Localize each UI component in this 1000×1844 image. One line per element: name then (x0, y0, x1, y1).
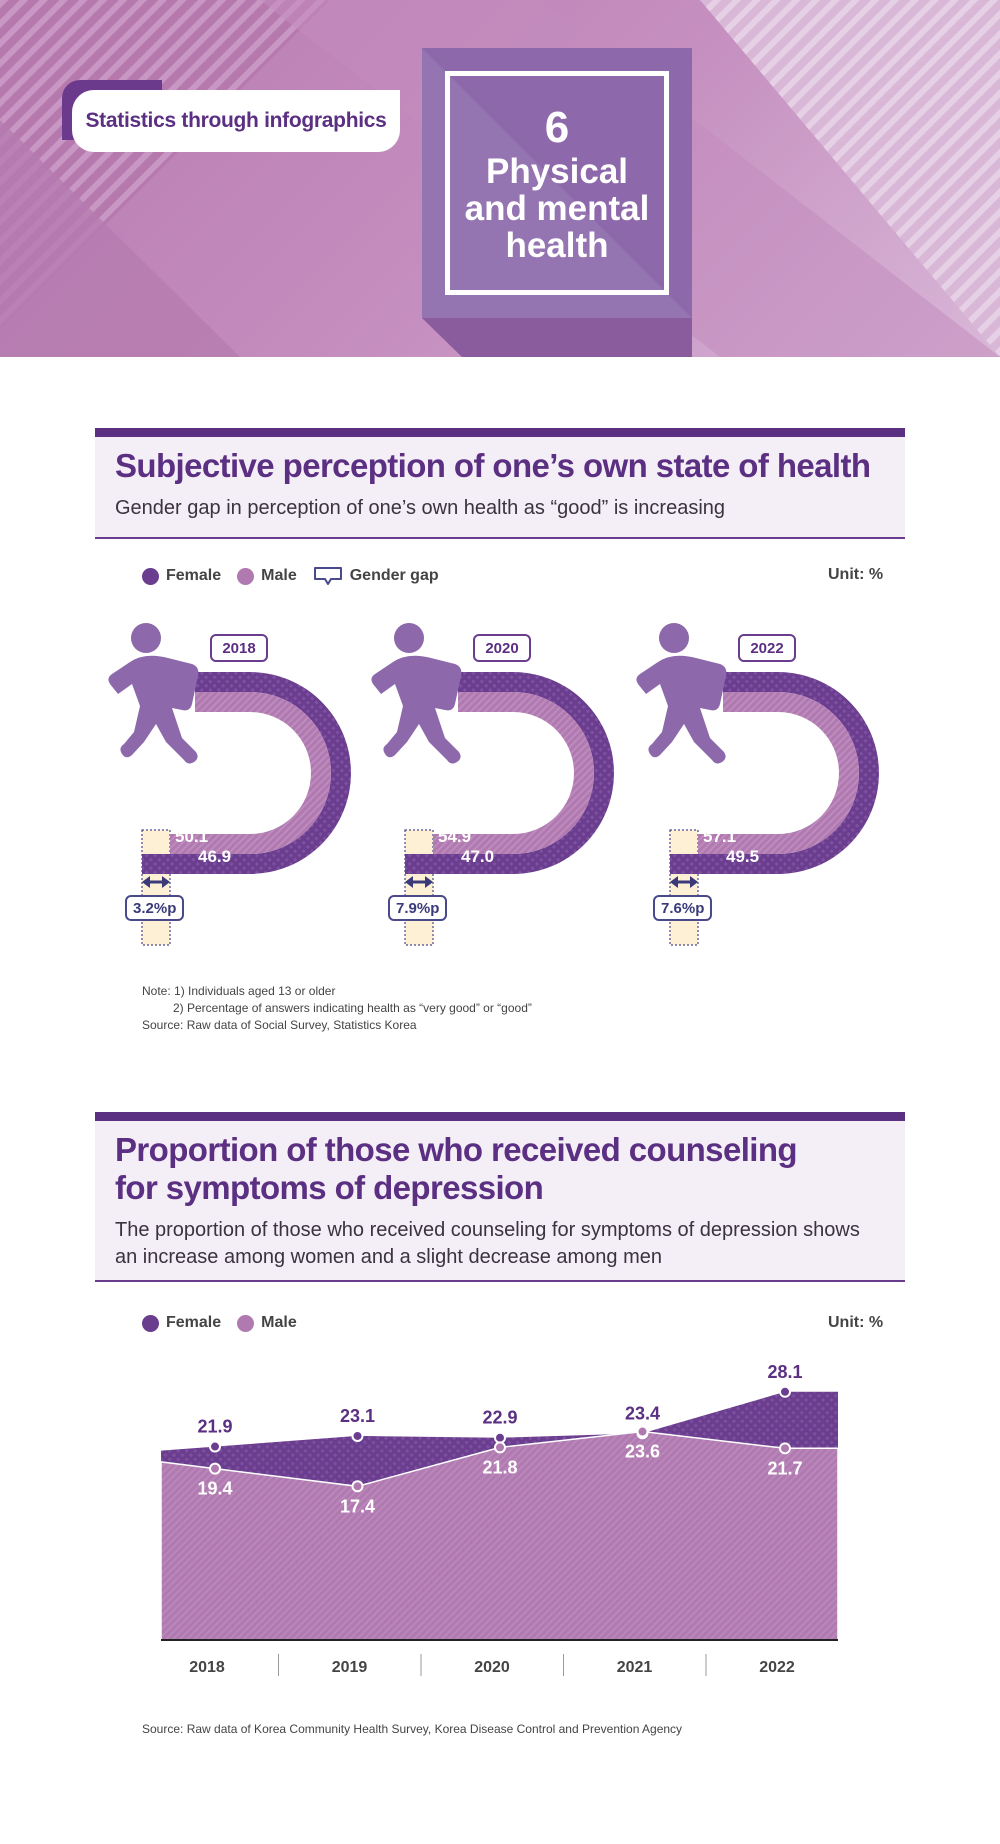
gender-gap-label: 7.6%p (653, 895, 713, 921)
female-data-label: 22.9 (482, 1408, 517, 1428)
depression-area-chart: 2018 2019 2020 2021 2022 21.9 23.1 22.9 23.4 28.1… (160, 1362, 839, 1676)
female-data-label: 21.9 (197, 1417, 232, 1437)
note-line-2: 2) Percentage of answers indicating heal… (173, 1001, 532, 1015)
female-data-label: 23.4 (625, 1403, 660, 1423)
x-tick-label: 2019 (332, 1659, 368, 1676)
female-data-label: 23.1 (340, 1406, 375, 1426)
section1-unit: Unit: % (828, 566, 884, 583)
male-data-label: 21.7 (767, 1458, 802, 1478)
year-label: 2020 (473, 634, 531, 662)
section1-title: Subjective perception of one’s own state… (115, 447, 871, 484)
x-tick-label: 2021 (617, 1659, 653, 1676)
male-point (209, 1462, 221, 1475)
legend-male: Male (237, 567, 297, 585)
female-swatch-icon (142, 1314, 159, 1332)
male-point (351, 1480, 364, 1493)
legend2-female: Female (142, 1314, 221, 1332)
male-point (494, 1441, 506, 1454)
gender-gap-band (141, 829, 171, 946)
female-point (351, 1429, 364, 1442)
gender-gap-band (669, 829, 699, 946)
male-bar-end (170, 834, 252, 854)
section2-source: Source: Raw data of Korea Community Heal… (142, 1722, 683, 1736)
gender-gap-label: 7.9%p (388, 895, 448, 921)
x-tick-label: 2022 (759, 1659, 795, 1676)
male-data-label: 23.6 (625, 1442, 660, 1462)
chapter-title: 6 Physical and mental health (445, 71, 669, 295)
title-box-shadow (422, 318, 692, 357)
female-data-label: 28.1 (767, 1362, 802, 1382)
female-value-label: 54.9 (438, 827, 472, 846)
header-banner: Statistics through infographics 6 Physic… (0, 0, 1000, 357)
female-bar-end (142, 854, 252, 874)
gauge-2018: 2018 50.1 46.9 3.2%p (100, 620, 360, 950)
gender-gap-label: 3.2%p (125, 895, 185, 921)
section2-header: Proportion of those who received counsel… (95, 1112, 905, 1282)
female-point (779, 1385, 791, 1398)
gender-gap-band (404, 829, 434, 946)
legend-gap: Gender gap (313, 566, 439, 586)
infographic-tag: Statistics through infographics (62, 80, 400, 152)
year-label: 2018 (210, 634, 268, 662)
chapter-number: 6 (544, 102, 570, 152)
male-point (636, 1425, 649, 1438)
female-point (494, 1431, 506, 1444)
male-data-label: 21.8 (482, 1457, 517, 1477)
male-value-label: 49.5 (726, 847, 760, 866)
male-point (779, 1442, 791, 1455)
male-swatch-icon (237, 1314, 255, 1332)
infographic-tag-label: Statistics through infographics (72, 90, 400, 152)
female-bar-end (670, 854, 780, 874)
note-line-1: Note: 1) Individuals aged 13 or older (142, 984, 336, 998)
source-line: Source: Raw data of Social Survey, Stati… (142, 1018, 417, 1032)
female-value-label: 57.1 (703, 827, 737, 846)
chapter-title-text: Physical and mental health (464, 151, 650, 265)
section1-legend: Female Male Gender gap (142, 566, 455, 586)
section2-subtitle: The proportion of those who received cou… (115, 1219, 860, 1268)
section1-subtitle: Gender gap in perception of one’s own he… (115, 497, 726, 519)
section1-notes: Note: 1) Individuals aged 13 or older 2)… (142, 983, 532, 1034)
section2-unit: Unit: % (828, 1314, 884, 1331)
legend-female: Female (142, 567, 221, 585)
double-arrow-icon (142, 876, 170, 888)
male-bar-end (698, 834, 780, 854)
running-person-icon (636, 623, 727, 764)
running-person-icon (371, 623, 462, 764)
male-value-label: 46.9 (198, 847, 232, 866)
x-tick-label: 2020 (474, 1659, 510, 1676)
double-arrow-icon (670, 876, 698, 888)
section1-header: Subjective perception of one’s own state… (95, 428, 905, 539)
male-value-label: 47.0 (461, 847, 495, 866)
female-point (209, 1440, 221, 1453)
x-tick-label: 2018 (189, 1659, 225, 1676)
female-bar-end (405, 854, 515, 874)
legend2-male: Male (237, 1314, 297, 1332)
gauge-2022: 2022 57.1 49.5 7.6%p (628, 620, 888, 950)
female-value-label: 50.1 (175, 827, 209, 846)
title-box (422, 48, 692, 318)
male-swatch-icon (237, 567, 255, 585)
male-data-label: 17.4 (340, 1496, 375, 1516)
year-label: 2022 (738, 634, 796, 662)
male-data-label: 19.4 (197, 1479, 232, 1499)
section2-title: Proportion of those who received counsel… (115, 1131, 798, 1206)
gauge-2020: 2020 54.9 47.0 7.9%p (363, 620, 623, 950)
double-arrow-icon (405, 876, 433, 888)
female-swatch-icon (142, 567, 159, 585)
running-person-icon (108, 623, 199, 764)
speech-bubble-icon (313, 567, 342, 585)
section2-legend: Female Male (142, 1314, 313, 1332)
male-bar-end (433, 834, 515, 854)
